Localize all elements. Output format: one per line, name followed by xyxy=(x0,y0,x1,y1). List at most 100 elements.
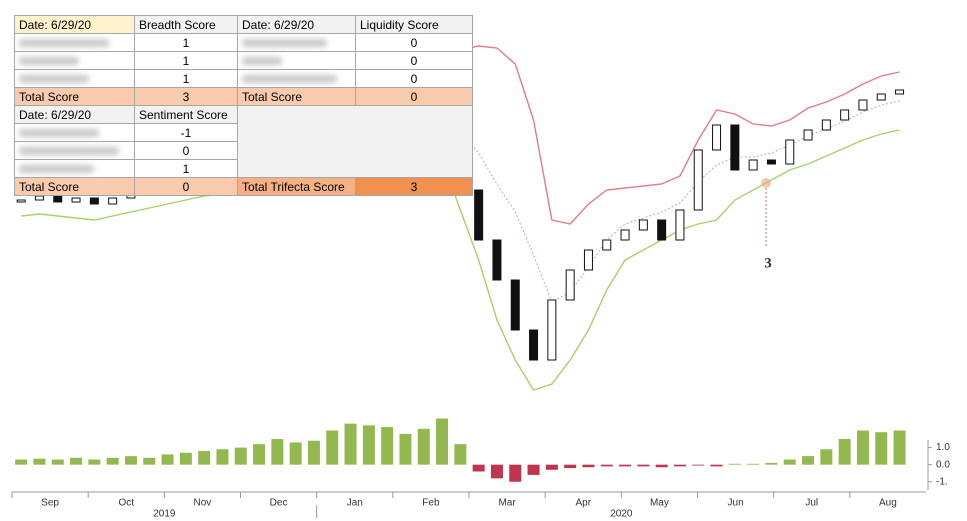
bar xyxy=(399,433,412,465)
cell xyxy=(14,51,135,70)
bar xyxy=(289,442,302,465)
bar xyxy=(344,423,357,465)
bar xyxy=(655,464,668,468)
candle-body xyxy=(638,219,648,231)
candle-body xyxy=(529,329,539,361)
bar xyxy=(143,457,156,465)
candle-body xyxy=(565,269,575,301)
cell xyxy=(14,159,135,178)
cell: 3 xyxy=(134,87,238,106)
cell: 0 xyxy=(355,33,473,52)
cell xyxy=(14,123,135,142)
cell: Date: 6/29/20 xyxy=(14,15,135,34)
year-label: 2019 xyxy=(153,509,176,520)
candle-body xyxy=(657,219,667,241)
candle-body xyxy=(89,197,99,205)
candle-body xyxy=(108,197,118,205)
cell: Breadth Score xyxy=(134,15,238,34)
cell: Total Trifecta Score xyxy=(237,177,356,196)
bar xyxy=(802,456,815,465)
cell: Date: 6/29/20 xyxy=(14,105,135,124)
bar xyxy=(417,428,430,465)
bar xyxy=(893,430,906,465)
y-tick-label: 0.0 xyxy=(936,459,950,470)
y-tick-label: -1. xyxy=(936,476,948,487)
bar xyxy=(564,464,577,469)
cell: 1 xyxy=(134,159,238,178)
candle-body xyxy=(803,129,813,141)
x-tick-label: Mar xyxy=(498,498,516,509)
candle-body xyxy=(34,195,44,201)
bar xyxy=(673,464,686,467)
cell xyxy=(237,51,356,70)
bar xyxy=(838,439,851,465)
candle-body xyxy=(71,197,81,203)
x-tick-label: Aug xyxy=(879,498,897,509)
bar xyxy=(179,452,192,465)
y-tick-label: 1.0 xyxy=(936,442,950,453)
bar xyxy=(728,463,741,465)
candle-body xyxy=(547,299,557,361)
cell xyxy=(237,33,356,52)
bar xyxy=(124,456,137,465)
x-tick-label: Feb xyxy=(422,498,440,509)
bar xyxy=(710,464,723,467)
bar xyxy=(856,430,869,465)
candle-body xyxy=(858,99,868,111)
cell: Total Score xyxy=(237,87,356,106)
candle-body xyxy=(748,159,758,171)
bar xyxy=(820,449,833,465)
x-tick-label: Jul xyxy=(805,498,818,509)
candle-body xyxy=(785,139,795,165)
score-table: Date: 6/29/20 Breadth Score Date: 6/29/2… xyxy=(14,15,473,196)
bar xyxy=(527,464,540,475)
year-label: 2020 xyxy=(610,509,633,520)
bar xyxy=(454,444,467,465)
candle-body xyxy=(492,239,502,281)
bar xyxy=(619,464,632,467)
x-tick-label: Sep xyxy=(41,498,59,509)
cell xyxy=(14,141,135,160)
bar xyxy=(326,430,339,465)
candle-body xyxy=(675,209,685,241)
x-tick-label: Nov xyxy=(194,498,212,509)
cell xyxy=(14,33,135,52)
candle-body xyxy=(693,149,703,211)
cell: Liquidity Score xyxy=(355,15,473,34)
bar xyxy=(600,464,613,467)
cell: Total Score xyxy=(14,87,135,106)
x-tick-label: Oct xyxy=(118,498,134,509)
x-tick-label: Dec xyxy=(270,498,288,509)
bar xyxy=(747,463,760,465)
candle-body xyxy=(895,89,905,95)
x-tick-label: Apr xyxy=(575,498,591,509)
cell: Date: 6/29/20 xyxy=(237,15,356,34)
cell: 0 xyxy=(134,177,238,196)
bar xyxy=(362,425,375,465)
candle-body xyxy=(53,195,63,203)
cell: Total Score xyxy=(14,177,135,196)
bar xyxy=(783,459,796,465)
candle-body xyxy=(840,109,850,121)
bar xyxy=(234,447,247,465)
cell: 0 xyxy=(355,69,473,88)
bar xyxy=(436,418,449,465)
cell: 1 xyxy=(134,69,238,88)
band-line xyxy=(21,129,900,391)
cell: Sentiment Score xyxy=(134,105,238,124)
bar xyxy=(70,457,83,465)
x-tick-label: Jan xyxy=(347,498,363,509)
cell: 0 xyxy=(355,51,473,70)
candle-body xyxy=(821,119,831,131)
bar xyxy=(271,439,284,465)
candle-body xyxy=(474,189,484,241)
candle-body xyxy=(712,124,722,151)
bar xyxy=(88,459,101,465)
cell: 1 xyxy=(134,33,238,52)
cell: 1 xyxy=(134,51,238,70)
bar xyxy=(545,464,558,470)
bar xyxy=(106,457,119,465)
candle-body xyxy=(876,93,886,101)
bar xyxy=(381,427,394,465)
